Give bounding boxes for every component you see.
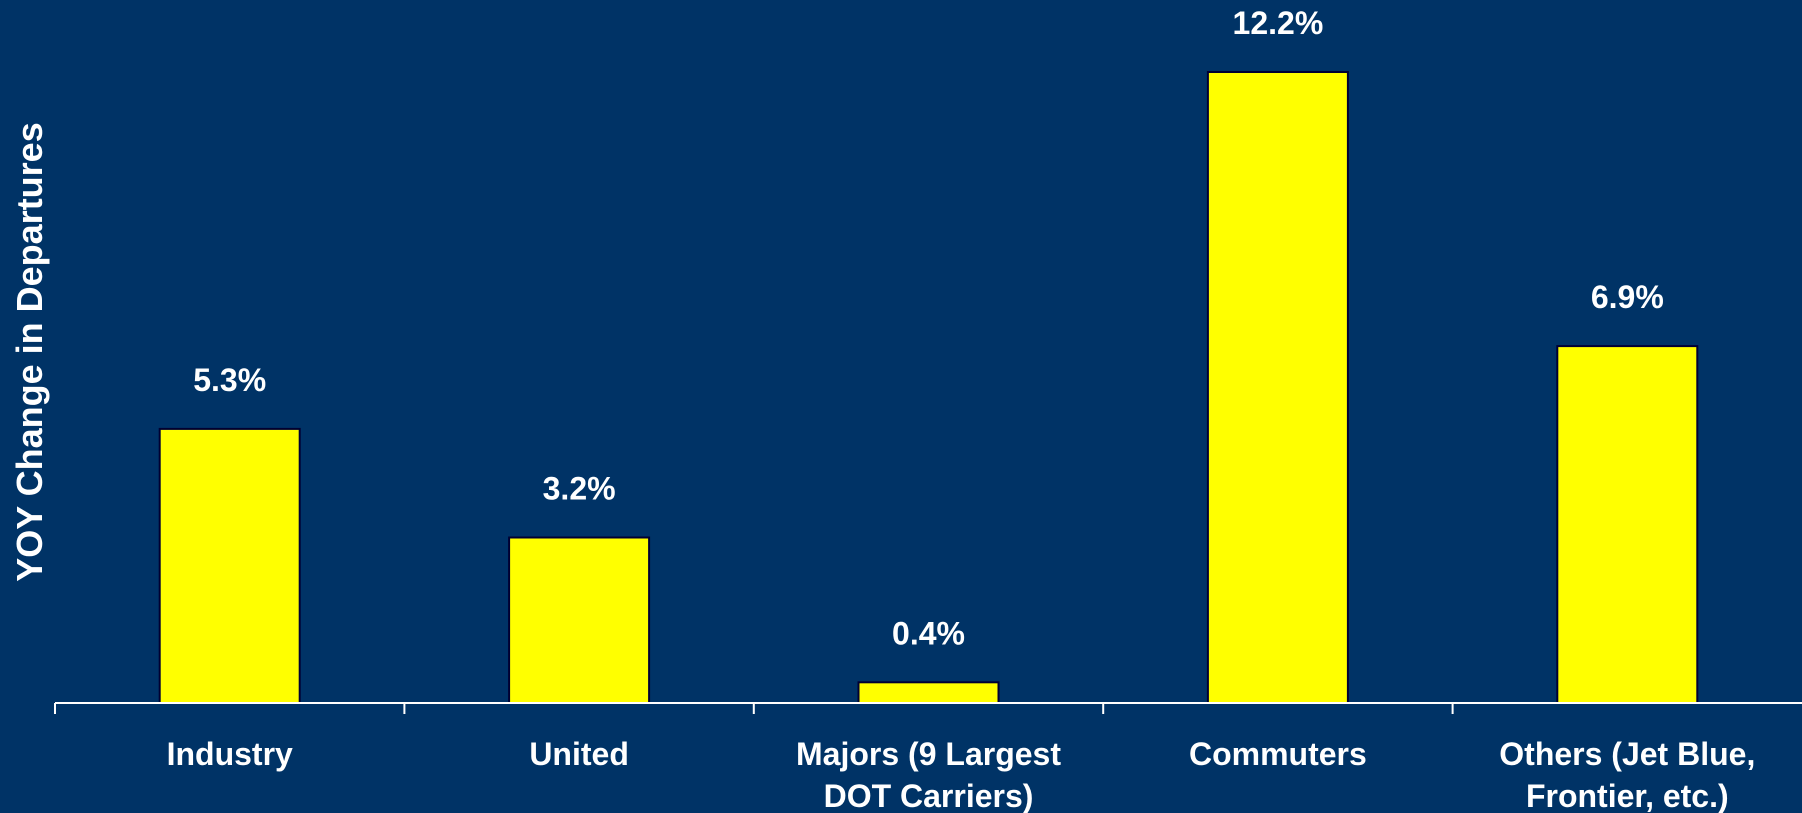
bar-1 <box>508 536 651 704</box>
data-label-2: 0.4% <box>892 615 965 651</box>
y-axis-title: YOY Change in Departures <box>9 122 50 581</box>
category-label-0-0: Industry <box>167 736 293 772</box>
data-label-1: 3.2% <box>543 471 616 507</box>
category-label-3-0: Commuters <box>1189 736 1367 772</box>
category-label-4-1: Frontier, etc.) <box>1526 778 1729 813</box>
data-labels-group: 5.3% 3.2% 0.4% 12.2% 6.9% <box>193 5 1664 651</box>
bar-3 <box>1206 71 1349 704</box>
x-axis <box>54 702 1802 714</box>
category-label-2-0: Majors (9 Largest <box>796 736 1061 772</box>
category-label-4-0: Others (Jet Blue, <box>1499 736 1755 772</box>
bar-4 <box>1556 345 1699 704</box>
category-label-1-0: United <box>529 736 629 772</box>
bar-0 <box>158 427 301 704</box>
data-label-0: 5.3% <box>193 362 266 398</box>
bars-group <box>158 71 1699 704</box>
data-label-3: 12.2% <box>1233 5 1324 41</box>
category-labels-group: Industry United Majors (9 Largest DOT Carri… <box>167 736 1756 813</box>
data-label-4: 6.9% <box>1591 279 1664 315</box>
category-label-2-1: DOT Carriers) <box>824 778 1034 813</box>
bar-2 <box>857 681 1000 704</box>
